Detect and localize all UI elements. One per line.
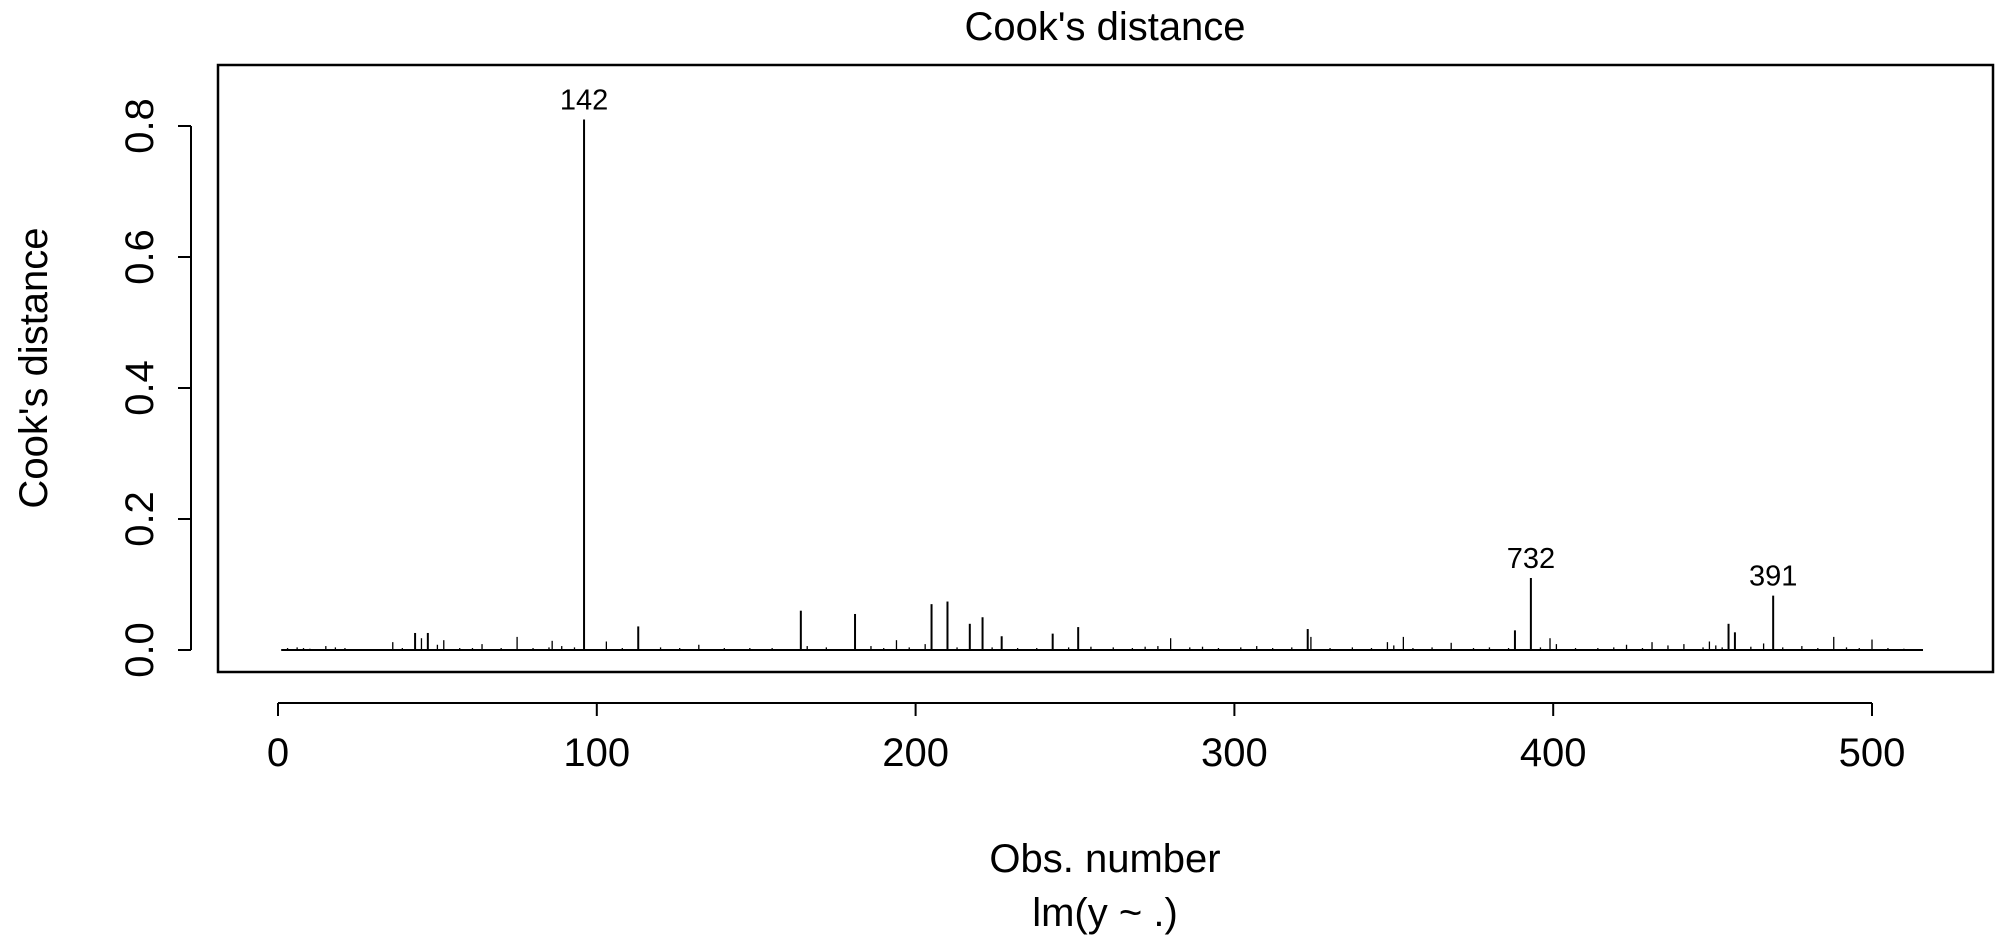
point-label-142: 142: [560, 84, 608, 116]
x-tick-label-0: 0: [267, 731, 289, 775]
x-tick-label-400: 400: [1520, 731, 1587, 775]
chart-title: Cook's distance: [964, 5, 1245, 49]
x-axis: 0 100 200 300 400 500: [267, 702, 1906, 775]
y-tick-label-0.8: 0.8: [118, 98, 162, 154]
x-axis-title: Obs. number: [989, 837, 1220, 881]
y-axis: 0.0 0.2 0.4 0.6 0.8: [118, 98, 192, 678]
chart-subtitle: lm(y ~ .): [1032, 891, 1178, 935]
spikes-group: [286, 119, 1905, 650]
point-label-391: 391: [1749, 561, 1797, 593]
point-labels-group: 142 732 391: [560, 84, 1798, 592]
y-tick-label-0.0: 0.0: [118, 622, 162, 678]
x-tick-label-100: 100: [563, 731, 630, 775]
x-tick-label-500: 500: [1839, 731, 1906, 775]
x-tick-label-300: 300: [1201, 731, 1268, 775]
y-axis-title: Cook's distance: [12, 227, 56, 508]
plot-frame: [216, 63, 1995, 674]
y-tick-label-0.4: 0.4: [118, 360, 162, 416]
y-tick-label-0.6: 0.6: [118, 229, 162, 285]
point-label-732: 732: [1507, 543, 1555, 575]
y-tick-label-0.2: 0.2: [118, 491, 162, 547]
x-tick-label-200: 200: [882, 731, 949, 775]
